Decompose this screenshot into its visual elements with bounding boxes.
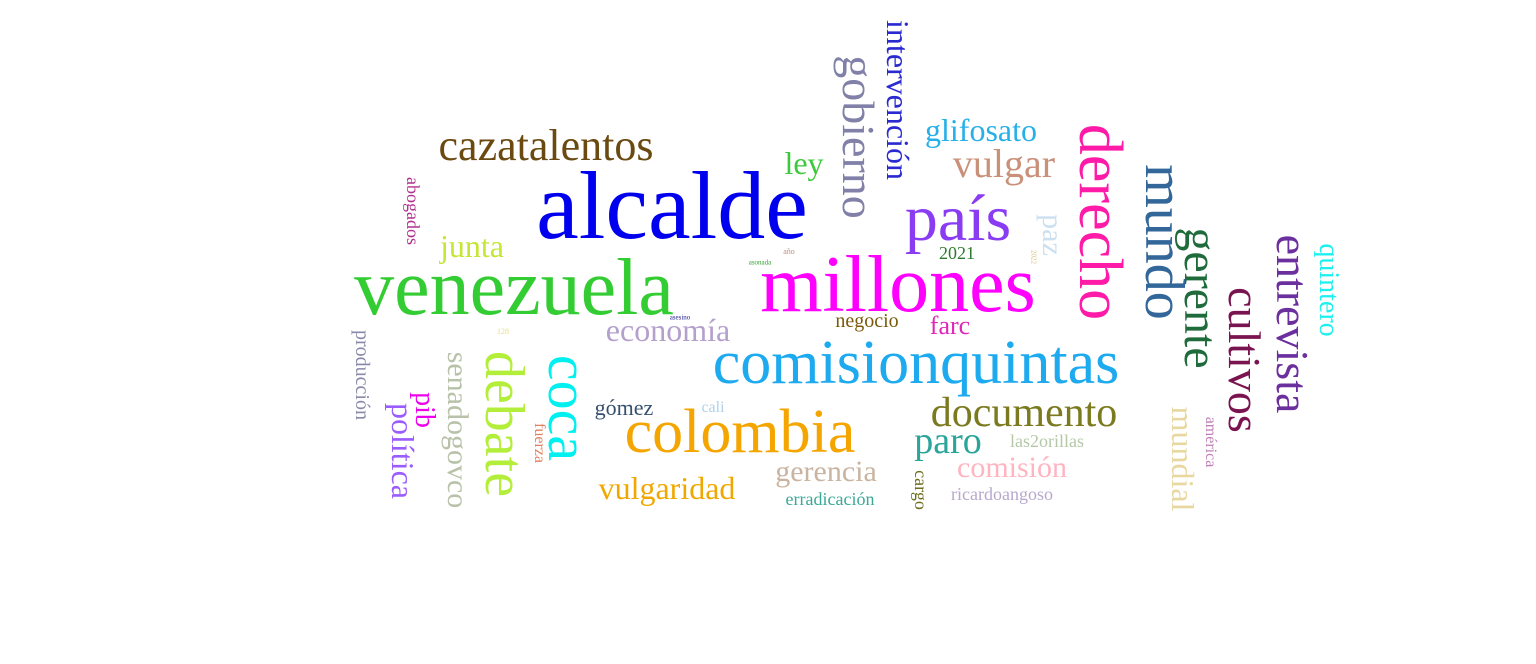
word-america: américa [1202,416,1219,468]
word-cazatalentos: cazatalentos [438,121,654,170]
word-documento: documento [930,390,1118,436]
word-glifosato: glifosato [925,112,1037,148]
word-entrevista: entrevista [1267,234,1318,414]
word-quintero: quintero [1313,243,1344,337]
word-venezuela: venezuela [354,244,674,332]
word-produccion: producción [351,330,373,420]
word-economia: economía [605,312,731,348]
word-fuerza: fuerza [531,423,548,463]
word-cultivos: cultivos [1219,287,1270,433]
word-paz: paz [1036,214,1069,256]
word-2022: 2022 [1029,250,1038,264]
word-negocio: negocio [835,310,899,332]
word-farc: farc [929,311,971,340]
word-comisionquintas: comisionquintas [712,329,1120,397]
word-gobierno: gobierno [833,55,884,219]
word-mundial: mundial [1165,406,1201,512]
word-gerencia: gerencia [775,455,877,488]
word-senadogovco: senadogovco [441,351,474,509]
word-ley: ley [784,145,824,181]
word-junta: junta [440,228,504,264]
word-pib: pib [409,392,440,428]
word-128: 128 [497,327,509,336]
word-vulgar: vulgar [952,141,1056,186]
word-derecho: derecho [1066,123,1134,321]
word-pais: país [904,182,1012,255]
word-alcalde: alcalde [536,152,808,259]
word-comision: comisión [957,451,1067,484]
word-vulgaridad: vulgaridad [598,470,736,506]
word-cali: cali [701,399,725,416]
word-millones: millones [760,241,1036,329]
word-abogados: abogados [403,177,423,245]
word-cargo: cargo [911,470,931,510]
word-2021: 2021 [939,243,975,263]
word-gerente: gerente [1174,227,1227,369]
word-las2orillas: las2orillas [1010,431,1084,451]
word-ano: año [783,247,795,256]
word-asonada: asonada [748,258,772,267]
word-colombia: colombia [624,398,856,466]
word-asesino: asesino [669,313,691,322]
word-gomez: gómez [594,395,654,420]
word-debate: debate [473,350,535,498]
word-erradicacion: erradicación [785,489,875,509]
word-ricardoangoso: ricardoangoso [951,484,1053,504]
word-paro: paro [914,420,982,462]
word-intervencion: intervención [880,20,916,180]
